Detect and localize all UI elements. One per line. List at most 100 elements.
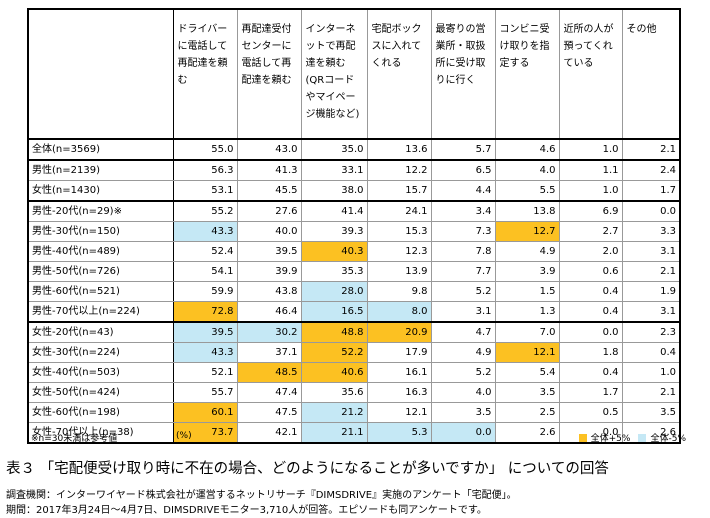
row-label: 女性-60代(n=198) [27,402,174,423]
data-cell: 0.0 [621,200,681,222]
data-cell: 2.0 [558,241,623,262]
data-cell: 48.5 [236,362,302,383]
table-row: 女性-60代(n=198) 60.1 47.5 21.2 12.1 3.5 2.5 0.5 3.… [27,402,681,423]
data-cell: 1.0 [558,180,623,202]
data-cell: 0.6 [558,261,623,282]
data-cell: 7.3 [430,221,496,242]
data-cell: 1.7 [621,180,681,202]
data-cell: 3.9 [494,261,560,282]
data-cell: 5.2 [430,362,496,383]
data-cell: 2.7 [558,221,623,242]
data-cell: 3.1 [430,301,496,323]
data-cell: 37.1 [236,342,302,363]
data-cell: 27.6 [236,200,302,222]
data-cell: 21.2 [300,402,368,423]
data-cell: 28.0 [300,281,368,302]
column-header: コンビニ受け取りを指定する [494,8,560,140]
row-label: 女性-40代(n=503) [27,362,174,383]
data-cell: 3.3 [621,221,681,242]
data-cell: 39.3 [300,221,368,242]
data-cell: 4.0 [430,382,496,403]
data-cell: 39.5 [236,241,302,262]
source-line-1: 調査機関：インターワイヤード株式会社が運営するネットリサーチ『DIMSDRIVE… [6,490,517,501]
data-cell: 3.5 [621,402,681,423]
data-cell: 2.1 [621,261,681,282]
table-body: 全体(n=3569) 55.0 43.0 35.0 13.6 5.7 4.6 1.0 2.1 男性… [27,138,681,444]
data-cell: 5.2 [430,281,496,302]
data-cell: 21.1 [300,422,368,444]
data-cell: 0.4 [558,301,623,323]
data-cell: 46.4 [236,301,302,323]
data-cell: 2.6 [494,422,560,444]
data-cell: 4.7 [430,321,496,343]
data-cell: 55.7 [172,382,238,403]
table-row: 女性(n=1430) 53.1 45.5 38.0 15.7 4.4 5.5 1.0 1.7 [27,180,681,202]
data-cell: 53.1 [172,180,238,202]
data-cell: 47.4 [236,382,302,403]
data-cell: 1.0 [621,362,681,383]
data-cell: 33.1 [300,159,368,181]
data-cell: 43.8 [236,281,302,302]
data-cell: 4.9 [430,342,496,363]
data-cell: 4.4 [430,180,496,202]
data-cell: 2.4 [621,159,681,181]
footnote: ※n=30未満は参考値 [31,434,118,444]
data-cell: 0.0 [430,422,496,444]
data-cell: 12.2 [366,159,432,181]
data-cell: 40.0 [236,221,302,242]
data-cell: 55.2 [172,200,238,222]
data-cell: 52.1 [172,362,238,383]
data-cell: 52.4 [172,241,238,262]
data-cell: 41.4 [300,200,368,222]
table-row: 女性-20代(n=43) 39.5 30.2 48.8 20.9 4.7 7.0 0.0 2.3 [27,321,681,343]
column-header: 最寄りの営業所・取扱所に受け取りに行く [430,8,496,140]
data-cell: 35.6 [300,382,368,403]
data-cell: 2.3 [621,321,681,343]
row-label: 女性-70代以上(n=38) [27,422,174,444]
data-cell: 4.0 [494,159,560,181]
column-header: ドライバーに電話して再配達を頼む [172,8,238,140]
data-cell: 52.2 [300,342,368,363]
data-cell: 5.7 [430,138,496,161]
data-cell: 42.1 [236,422,302,444]
legend-label-minus: 全体-5% [650,434,686,444]
data-cell: 5.3 [366,422,432,444]
data-cell: 39.9 [236,261,302,282]
data-cell: 13.9 [366,261,432,282]
row-label: 男性-40代(n=489) [27,241,174,262]
legend-swatch-plus [578,433,587,442]
row-label: 女性-30代(n=224) [27,342,174,363]
data-cell: 3.4 [430,200,496,222]
data-cell: 1.8 [558,342,623,363]
data-cell: 2.6 [621,422,681,444]
data-cell: 38.0 [300,180,368,202]
data-cell: 5.4 [494,362,560,383]
data-cell: 1.1 [558,159,623,181]
column-header: その他 [621,8,681,140]
data-cell: 45.5 [236,180,302,202]
data-cell: 39.5 [172,321,238,343]
row-label: 男性-20代(n=29)※ [27,200,174,222]
row-label: 男性-60代(n=521) [27,281,174,302]
data-cell: 43.3 [172,342,238,363]
data-cell: 2.5 [494,402,560,423]
table-row: 男性-40代(n=489) 52.4 39.5 40.3 12.3 7.8 4.9 2.0 3.… [27,241,681,262]
row-label: 男性-50代(n=726) [27,261,174,282]
data-cell: 2.1 [621,138,681,161]
data-cell: 56.3 [172,159,238,181]
data-cell: 7.7 [430,261,496,282]
table-caption: 表３ 「宅配便受け取り時に不在の場合、どのようになることが多いですか」 について… [6,461,609,477]
data-cell: 1.9 [621,281,681,302]
row-label: 女性(n=1430) [27,180,174,202]
data-cell: 0.5 [558,402,623,423]
data-cell: 3.1 [621,241,681,262]
table-row: 男性-50代(n=726) 54.1 39.9 35.3 13.9 7.7 3.9 0.6 2.… [27,261,681,282]
data-cell: 0.4 [621,342,681,363]
data-cell: 6.5 [430,159,496,181]
column-header: 再配達受付センターに電話して再配達を頼む [236,8,302,140]
results-table: ドライバーに電話して再配達を頼む 再配達受付センターに電話して再配達を頼む インター… [27,8,681,444]
data-cell: 55.0 [172,138,238,161]
header-row: ドライバーに電話して再配達を頼む 再配達受付センターに電話して再配達を頼む インター… [27,8,681,140]
row-label: 男性-30代(n=150) [27,221,174,242]
data-cell: 6.9 [558,200,623,222]
